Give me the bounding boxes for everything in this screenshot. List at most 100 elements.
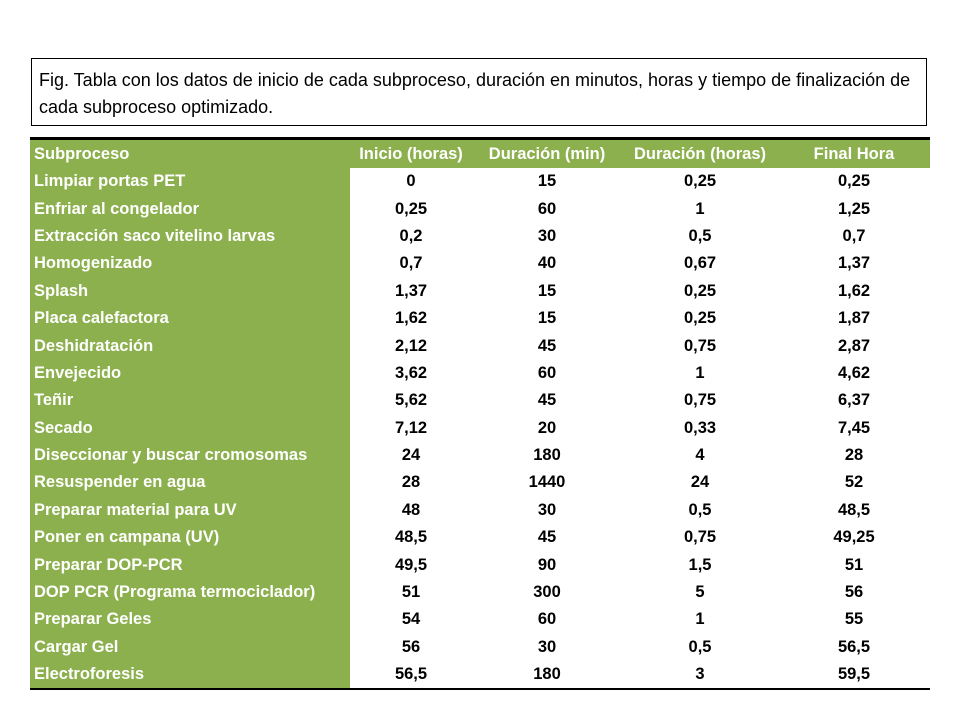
table-row: Preparar Geles 54 60 1 55	[30, 606, 930, 634]
cell-inicio: 1,62	[350, 304, 472, 333]
cell-duracion-min: 45	[472, 387, 622, 415]
cell-duracion-horas: 0,5	[622, 496, 778, 525]
cell-duracion-min: 1440	[472, 469, 622, 497]
cell-duracion-min: 60	[472, 195, 622, 223]
cell-inicio: 24	[350, 441, 472, 470]
cell-inicio: 0,2	[350, 222, 472, 251]
cell-inicio: 0	[350, 168, 472, 196]
table-row: Preparar DOP-PCR 49,5 90 1,5 51	[30, 551, 930, 579]
table-row: DOP PCR (Programa termociclador) 51 300 …	[30, 578, 930, 607]
cell-duracion-horas: 5	[622, 578, 778, 607]
cell-final-hora: 56	[778, 578, 930, 607]
subprocess-table: Subproceso Inicio (horas) Duración (min)…	[30, 140, 930, 691]
cell-duracion-horas: 3	[622, 661, 778, 690]
cell-inicio: 54	[350, 606, 472, 634]
cell-duracion-horas: 1	[622, 606, 778, 634]
cell-inicio: 56	[350, 633, 472, 662]
cell-duracion-min: 30	[472, 496, 622, 525]
cell-subproceso: Secado	[30, 414, 350, 442]
cell-subproceso: Homogenizado	[30, 250, 350, 278]
table-row: Poner en campana (UV) 48,5 45 0,75 49,25	[30, 524, 930, 552]
cell-subproceso: Poner en campana (UV)	[30, 524, 350, 552]
table-row: Preparar material para UV 48 30 0,5 48,5	[30, 496, 930, 525]
table-row: Extracción saco vitelino larvas 0,2 30 0…	[30, 222, 930, 251]
cell-final-hora: 1,25	[778, 195, 930, 223]
cell-duracion-horas: 4	[622, 441, 778, 470]
cell-duracion-min: 15	[472, 277, 622, 305]
cell-subproceso: Envejecido	[30, 359, 350, 388]
table-row: Enfriar al congelador 0,25 60 1 1,25	[30, 195, 930, 223]
header-inicio: Inicio (horas)	[350, 140, 472, 168]
cell-inicio: 3,62	[350, 359, 472, 388]
table-row: Electroforesis 56,5 180 3 59,5	[30, 661, 930, 690]
cell-inicio: 51	[350, 578, 472, 607]
cell-duracion-min: 60	[472, 606, 622, 634]
data-table-container: Subproceso Inicio (horas) Duración (min)…	[30, 137, 930, 691]
cell-duracion-horas: 0,67	[622, 250, 778, 278]
cell-duracion-min: 20	[472, 414, 622, 442]
cell-duracion-horas: 0,5	[622, 222, 778, 251]
cell-duracion-min: 30	[472, 633, 622, 662]
table-header-row: Subproceso Inicio (horas) Duración (min)…	[30, 140, 930, 168]
header-duracion-min: Duración (min)	[472, 140, 622, 168]
cell-subproceso: Resuspender en agua	[30, 469, 350, 497]
table-row: Splash 1,37 15 0,25 1,62	[30, 277, 930, 305]
cell-final-hora: 0,25	[778, 168, 930, 196]
cell-final-hora: 4,62	[778, 359, 930, 388]
header-duracion-horas: Duración (horas)	[622, 140, 778, 168]
cell-final-hora: 49,25	[778, 524, 930, 552]
cell-final-hora: 48,5	[778, 496, 930, 525]
cell-final-hora: 52	[778, 469, 930, 497]
cell-final-hora: 55	[778, 606, 930, 634]
cell-duracion-min: 40	[472, 250, 622, 278]
figure-caption: Fig. Tabla con los datos de inicio de ca…	[31, 58, 927, 126]
table-row: Envejecido 3,62 60 1 4,62	[30, 359, 930, 388]
cell-duracion-min: 180	[472, 661, 622, 690]
cell-duracion-horas: 0,5	[622, 633, 778, 662]
cell-duracion-min: 180	[472, 441, 622, 470]
cell-inicio: 49,5	[350, 551, 472, 579]
cell-final-hora: 1,37	[778, 250, 930, 278]
cell-duracion-min: 90	[472, 551, 622, 579]
cell-duracion-min: 60	[472, 359, 622, 388]
cell-duracion-horas: 1	[622, 359, 778, 388]
cell-inicio: 28	[350, 469, 472, 497]
cell-final-hora: 7,45	[778, 414, 930, 442]
cell-final-hora: 51	[778, 551, 930, 579]
cell-subproceso: Diseccionar y buscar cromosomas	[30, 441, 350, 470]
cell-final-hora: 2,87	[778, 332, 930, 360]
cell-subproceso: Placa calefactora	[30, 304, 350, 333]
cell-final-hora: 0,7	[778, 222, 930, 251]
cell-duracion-horas: 0,75	[622, 524, 778, 552]
cell-duracion-min: 45	[472, 524, 622, 552]
cell-subproceso: Splash	[30, 277, 350, 305]
table-row: Deshidratación 2,12 45 0,75 2,87	[30, 332, 930, 360]
table-row: Resuspender en agua 28 1440 24 52	[30, 469, 930, 497]
table-row: Placa calefactora 1,62 15 0,25 1,87	[30, 304, 930, 333]
cell-inicio: 56,5	[350, 661, 472, 690]
cell-duracion-horas: 24	[622, 469, 778, 497]
cell-duracion-horas: 1,5	[622, 551, 778, 579]
cell-final-hora: 56,5	[778, 633, 930, 662]
cell-inicio: 48	[350, 496, 472, 525]
cell-duracion-horas: 0,75	[622, 387, 778, 415]
cell-inicio: 48,5	[350, 524, 472, 552]
cell-duracion-min: 30	[472, 222, 622, 251]
cell-subproceso: Electroforesis	[30, 661, 350, 690]
cell-inicio: 5,62	[350, 387, 472, 415]
cell-duracion-min: 45	[472, 332, 622, 360]
caption-text: Fig. Tabla con los datos de inicio de ca…	[39, 70, 911, 117]
cell-subproceso: Teñir	[30, 387, 350, 415]
cell-final-hora: 6,37	[778, 387, 930, 415]
cell-duracion-min: 15	[472, 304, 622, 333]
cell-inicio: 7,12	[350, 414, 472, 442]
table-top-rule	[30, 137, 930, 140]
cell-subproceso: Extracción saco vitelino larvas	[30, 222, 350, 251]
cell-subproceso: Deshidratación	[30, 332, 350, 360]
cell-duracion-horas: 0,25	[622, 277, 778, 305]
table-row: Limpiar portas PET 0 15 0,25 0,25	[30, 168, 930, 196]
cell-final-hora: 28	[778, 441, 930, 470]
cell-inicio: 0,7	[350, 250, 472, 278]
header-subproceso: Subproceso	[30, 140, 350, 168]
cell-duracion-horas: 0,25	[622, 168, 778, 196]
